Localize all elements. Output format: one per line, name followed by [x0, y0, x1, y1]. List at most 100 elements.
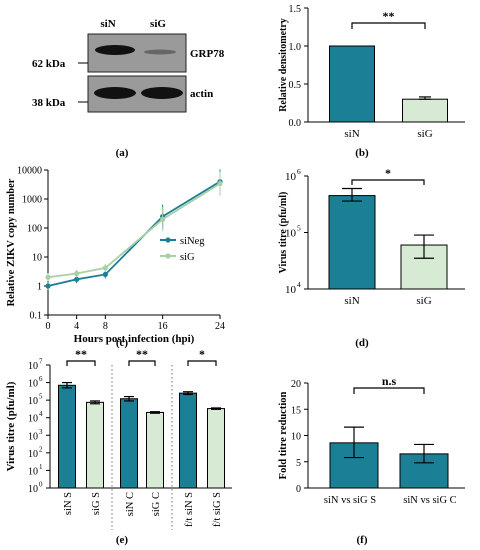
- chart-b-bar: [402, 98, 448, 123]
- chart-f-ylabel: Fold titre reduction: [278, 391, 289, 479]
- chart-b-bar: [329, 45, 375, 123]
- mw-label-38: 38 kDa: [32, 97, 66, 109]
- chart-e-xtick-label: siG S: [91, 492, 102, 515]
- chart-e-xtick-label: f/t siN S: [184, 492, 195, 527]
- panel-label-f: (f): [357, 534, 368, 546]
- chart-e-ytick-exponent: 5: [39, 393, 43, 401]
- grp78-band-sig: [144, 49, 176, 55]
- chart-d-ylabel: Virus titre (pfu/ml): [278, 192, 289, 274]
- chart-c-ylabel: Relative ZIKV copy number: [6, 178, 17, 306]
- chart-c-ytick-label: 0.1: [30, 311, 43, 322]
- chart-e-ylabel: Virus titre (pfu/ml): [5, 381, 17, 471]
- chart-c-ytick-label: 1: [37, 282, 42, 293]
- chart-f-xtick-label: siN vs siG S: [324, 495, 376, 506]
- chart-b-xtick-label: siG: [417, 128, 432, 140]
- chart-d-ytick-exponent: 5: [297, 224, 301, 233]
- chart-e-xtick-label: f/t siG S: [212, 492, 223, 527]
- chart-e-significance-bracket: [187, 360, 217, 366]
- chart-e-ytick-base: 10: [28, 361, 38, 372]
- chart-d-ytick-base: 10: [285, 284, 297, 296]
- chart-e-ytick-base: 10: [28, 431, 38, 442]
- panel-label-a: (a): [116, 147, 129, 159]
- chart-b-ytick-label: 0.0: [289, 118, 302, 129]
- chart-c-xtick-label: 0: [46, 321, 51, 332]
- chart-d-significance-bracket: [351, 179, 425, 185]
- chart-c-legend-label: siG: [180, 252, 195, 263]
- panel-label-c: (c): [116, 337, 129, 349]
- chart-c-point: [160, 216, 166, 222]
- chart-b-significance-bracket: [351, 22, 426, 29]
- chart-d-significance-label: *: [385, 166, 391, 180]
- actin-band-sig: [141, 87, 183, 99]
- chart-c-legend-marker: [165, 237, 171, 243]
- panel-label-e: (e): [116, 534, 129, 546]
- chart-e-xtick-label: siN C: [125, 492, 136, 516]
- chart-e-ytick-exponent: 3: [39, 428, 43, 436]
- chart-e-ytick-exponent: 6: [39, 375, 43, 383]
- chart-f-ytick-label: 0: [296, 484, 301, 495]
- actin-band-sin: [94, 87, 136, 99]
- chart-c-ytick-label: 1000: [22, 195, 42, 206]
- chart-e-bar: [146, 411, 164, 489]
- chart-f-ytick-label: 10: [291, 432, 301, 443]
- chart-f-significance-bracket: [353, 387, 425, 394]
- chart-d-ytick-base: 10: [285, 228, 297, 240]
- panel-label-b: (b): [355, 147, 369, 159]
- chart-d-ytick-exponent: 4: [297, 280, 301, 289]
- chart-c-legend-label: siNeg: [180, 236, 205, 247]
- chart-e-ytick-exponent: 0: [39, 481, 43, 489]
- chart-e-ytick-exponent: 1: [39, 463, 43, 471]
- chart-d-xtick-label: siN: [344, 295, 359, 307]
- chart-d-ytick-exponent: 6: [297, 167, 301, 176]
- chart-c-xtick-label: 16: [158, 321, 168, 332]
- chart-c-ytick-label: 10000: [17, 166, 42, 177]
- chart-c-ytick-label: 100: [27, 224, 42, 235]
- chart-c-xtick-label: 8: [103, 321, 108, 332]
- band-label-grp78: GRP78: [190, 48, 225, 60]
- chart-c-xlabel: Hours post infection (hpi): [74, 333, 195, 345]
- chart-e-significance-label: *: [199, 347, 205, 361]
- chart-b-ytick-label: 1.5: [289, 4, 302, 15]
- chart-e-significance-label: **: [136, 347, 148, 361]
- chart-e-ytick-base: 10: [28, 484, 38, 495]
- chart-e-bar: [207, 408, 225, 489]
- chart-f-ytick-label: 20: [291, 379, 301, 390]
- chart-c-series-line: [47, 180, 221, 287]
- lane-label-sin: siN: [100, 18, 115, 30]
- chart-c-point: [102, 271, 108, 278]
- chart-e-ytick-base: 10: [28, 414, 38, 425]
- chart-b-ytick-label: 0.5: [289, 80, 302, 91]
- chart-c-point: [102, 265, 108, 271]
- chart-c-ytick-label: 10: [32, 253, 42, 264]
- grp78-band-sin: [95, 45, 135, 55]
- chart-e-bar: [179, 392, 197, 489]
- chart-b-ylabel: Relative densitometry: [278, 18, 289, 112]
- chart-c-point: [45, 283, 51, 289]
- chart-d-bar: [328, 195, 376, 290]
- chart-c-point: [45, 274, 51, 280]
- chart-e-bar: [86, 401, 104, 489]
- chart-e-ytick-exponent: 2: [39, 445, 43, 453]
- chart-c-point: [217, 180, 223, 187]
- chart-c-point: [74, 276, 80, 282]
- chart-c-zikv-copy-number: 0.1 1 10 100 1000 10000 0 4 8 16 24 Hours post infe…: [6, 166, 225, 346]
- chart-e-xtick-label: siN S: [63, 492, 74, 515]
- chart-e-bar: [58, 384, 76, 489]
- chart-e-bar: [120, 398, 138, 489]
- chart-b-significance-label: **: [383, 9, 395, 23]
- chart-f-ytick-label: 5: [296, 458, 301, 469]
- mw-label-62: 62 kDa: [32, 58, 66, 70]
- chart-e-significance-bracket: [66, 360, 96, 366]
- chart-e-ytick-base: 10: [28, 449, 38, 460]
- chart-f-ytick-label: 15: [291, 405, 301, 416]
- panel-label-d: (d): [355, 337, 369, 349]
- lane-label-sig: siG: [150, 18, 166, 30]
- band-label-actin: actin: [190, 88, 213, 100]
- chart-c-xtick-label: 4: [74, 321, 79, 332]
- chart-e-ytick-base: 10: [28, 466, 38, 477]
